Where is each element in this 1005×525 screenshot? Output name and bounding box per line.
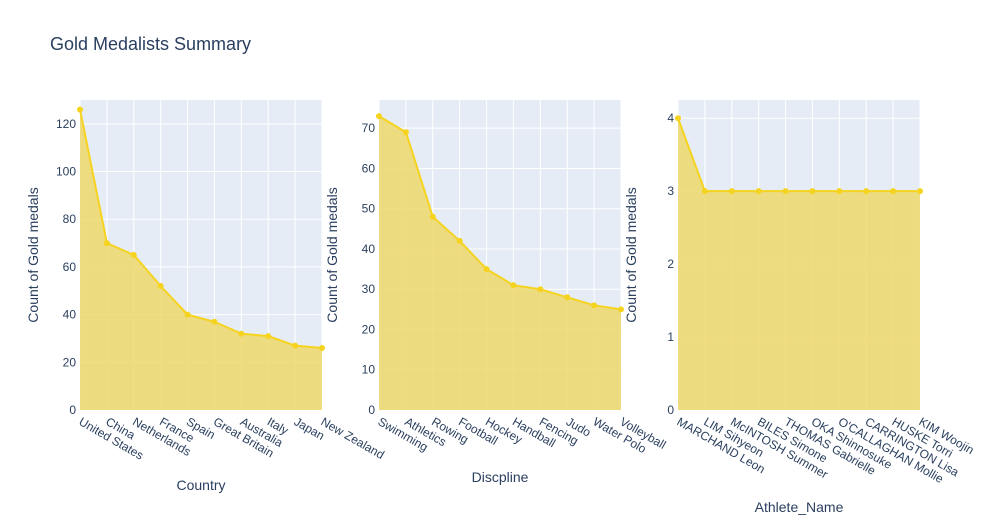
data-point[interactable] — [319, 345, 325, 351]
data-point[interactable] — [782, 188, 789, 195]
x-axis-title: Athlete_Name — [755, 499, 844, 515]
data-point[interactable] — [211, 318, 218, 325]
y-tick-label: 0 — [368, 403, 375, 417]
data-point[interactable] — [292, 342, 299, 349]
data-point[interactable] — [157, 283, 164, 289]
y-tick-label: 30 — [362, 282, 376, 296]
x-axis-title: Discpline — [472, 469, 529, 485]
data-point[interactable] — [456, 237, 463, 244]
data-point[interactable] — [618, 306, 624, 313]
data-point[interactable] — [376, 113, 382, 120]
chart-title: Gold Medalists Summary — [50, 34, 251, 54]
data-point[interactable] — [429, 213, 436, 220]
data-point[interactable] — [402, 129, 409, 136]
data-point[interactable] — [809, 188, 816, 195]
y-axis-title: Count of Gold medals — [324, 187, 340, 322]
series-line — [378, 115, 622, 311]
y-tick-label: 0 — [69, 403, 76, 417]
y-tick-label: 100 — [56, 165, 76, 179]
x-tick-label: New Zealand — [319, 414, 387, 461]
data-point[interactable] — [537, 286, 544, 293]
data-point[interactable] — [591, 302, 598, 309]
x-tick-label: Japan — [292, 414, 327, 442]
data-point[interactable] — [755, 188, 762, 195]
data-point[interactable] — [701, 188, 708, 195]
data-point[interactable] — [836, 188, 843, 195]
y-axis-title: Count of Gold medals — [25, 187, 41, 322]
data-point[interactable] — [483, 266, 490, 273]
area-fill — [80, 109, 322, 411]
y-tick-label: 4 — [667, 111, 674, 125]
y-tick-label: 1 — [667, 330, 674, 344]
y-tick-label: 2 — [667, 257, 674, 271]
x-axis-title: Country — [176, 477, 225, 493]
y-tick-label: 40 — [362, 242, 376, 256]
data-point[interactable] — [510, 282, 517, 289]
data-point[interactable] — [130, 252, 137, 258]
y-tick-label: 20 — [63, 355, 77, 369]
area-fill — [379, 116, 621, 411]
data-point[interactable] — [917, 188, 923, 195]
data-point[interactable] — [863, 188, 870, 195]
y-tick-label: 60 — [362, 161, 376, 175]
data-point[interactable] — [728, 188, 735, 195]
data-point[interactable] — [103, 240, 110, 247]
data-point[interactable] — [184, 311, 191, 318]
y-tick-label: 40 — [63, 308, 77, 322]
y-tick-label: 120 — [56, 117, 76, 131]
data-point[interactable] — [564, 294, 571, 301]
y-tick-label: 60 — [63, 260, 77, 274]
y-tick-label: 50 — [362, 202, 376, 216]
y-tick-label: 0 — [667, 403, 674, 417]
y-axis-title: Count of Gold medals — [623, 187, 639, 322]
series-line — [79, 109, 323, 349]
y-tick-label: 10 — [362, 363, 376, 377]
y-tick-label: 3 — [667, 184, 674, 198]
y-tick-label: 70 — [362, 121, 376, 135]
y-tick-label: 80 — [63, 212, 77, 226]
y-tick-label: 20 — [362, 322, 376, 336]
data-point[interactable] — [77, 106, 83, 113]
subplot-2: 010203040506070SwimmingAthleticsRowingFo… — [324, 100, 668, 485]
data-point[interactable] — [238, 330, 245, 337]
data-point[interactable] — [675, 115, 681, 122]
data-point[interactable] — [265, 333, 272, 340]
data-point[interactable] — [890, 188, 897, 195]
series-line — [677, 117, 920, 193]
